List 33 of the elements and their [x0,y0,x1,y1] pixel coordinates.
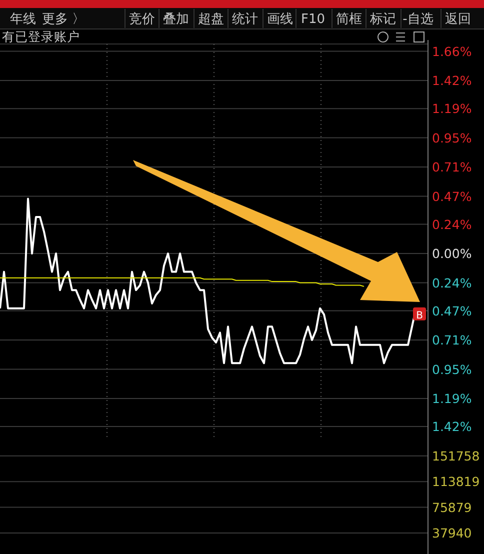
annotation: 有已登录账户 [2,29,80,44]
y-tick-label: 0.71% [432,332,472,348]
text: 简框 [336,12,362,27]
text: 竞价 [129,12,155,27]
text: 叠加 [163,12,189,27]
y2-tick-label: 37940 [432,526,472,541]
y-tick-label: 0.47% [432,188,472,204]
y-tick-label: 1.42% [432,419,472,434]
y-tick-label: 0.95% [432,130,472,146]
y-tick-label: 0.95% [432,362,472,377]
text: 更多 〉 [42,12,86,27]
y2-tick-label: 113819 [432,474,480,490]
y2-tick-label: 151758 [432,448,480,464]
line-series [0,277,364,287]
text: 超盘 [198,12,224,27]
y-tick-label: 0.24% [432,216,472,232]
y-tick-label: 0.24% [432,275,472,290]
text: 统计 [232,12,258,27]
y-tick-label: 0.00% [432,246,472,262]
y2-tick-label: 75879 [432,500,472,515]
y-tick-label: 0.71% [432,160,472,175]
text: 标记 [369,12,396,27]
y-tick-label: 1.19% [432,101,472,116]
annotation: B [416,310,424,322]
y-tick-label: 1.66% [432,44,472,59]
text: 返回 [445,12,471,27]
text: -自选 [402,12,434,27]
y-tick-label: 1.19% [432,391,472,406]
y-tick-label: 0.47% [432,303,472,318]
text: F10 [300,12,326,27]
y-tick-label: 1.42% [432,73,472,88]
text: 年线 [10,12,36,27]
text: 画线 [267,12,293,27]
